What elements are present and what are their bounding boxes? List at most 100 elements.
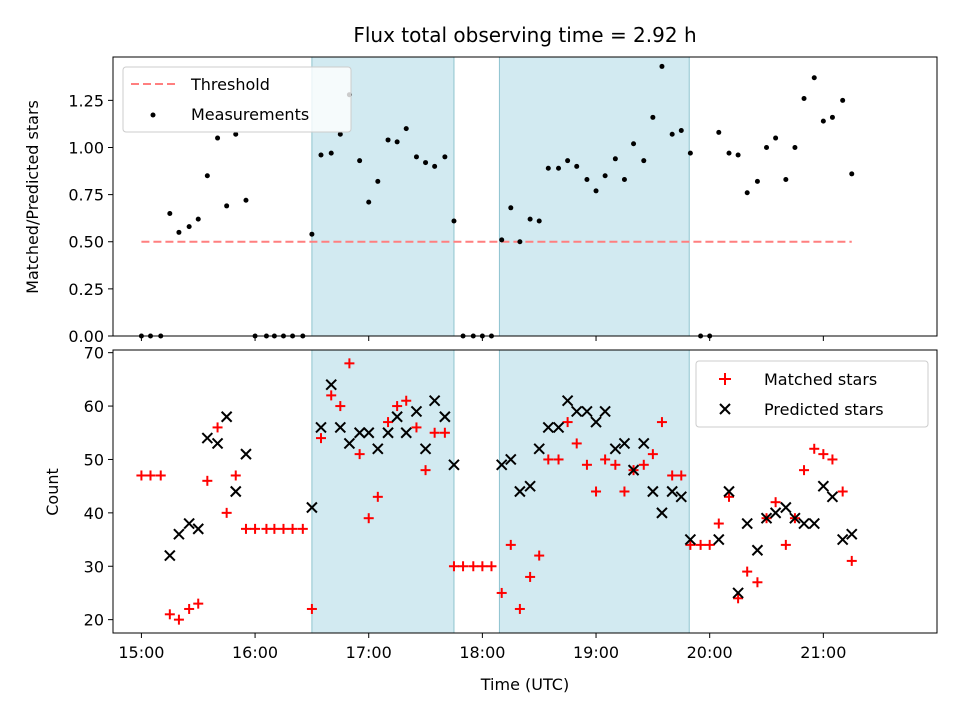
measurement-point (195, 216, 201, 222)
measurement-point (849, 171, 855, 177)
measurement-point (309, 231, 315, 237)
bottom-series (136, 358, 858, 625)
matched-star-point (514, 603, 525, 614)
matched-star-point (571, 438, 582, 449)
matched-star-point (656, 417, 667, 428)
measurement-point (499, 237, 505, 243)
bottom-y-ticks: 20 30 40 50 60 70 (84, 344, 113, 630)
measurement-point (233, 131, 239, 137)
predicted-star-point (439, 411, 451, 423)
legend-measurements-label: Measurements (191, 105, 309, 124)
shaded-interval (311, 349, 455, 634)
predicted-star-point (656, 507, 668, 519)
y-tick-label: 1.00 (68, 138, 104, 157)
x-axis-label: Time (UTC) (480, 675, 569, 694)
predicted-star-point (780, 501, 792, 514)
top-axes-frame (112, 56, 938, 337)
predicted-star-point (836, 533, 849, 546)
legend-threshold-label: Threshold (190, 75, 270, 94)
y-tick-label: 0.25 (68, 280, 104, 299)
bottom-axes-frame (112, 349, 938, 634)
y-tick-label: 60 (84, 397, 104, 416)
predicted-star-point (666, 485, 678, 498)
matched-star-point (685, 539, 696, 550)
x-tick-label: 17:00 (346, 643, 392, 662)
matched-star-point (809, 443, 820, 454)
matched-star-point (392, 401, 403, 412)
predicted-star-point (599, 405, 611, 418)
measurement-point (215, 135, 221, 141)
matched-star-point (724, 491, 735, 502)
y-tick-label: 0.50 (68, 233, 104, 252)
measurement-point (413, 154, 419, 160)
predicted-star-point (684, 533, 697, 546)
predicted-star-point (183, 517, 195, 530)
predicted-star-point (382, 427, 394, 439)
matched-star-point (420, 465, 431, 476)
measurement-point (612, 156, 618, 162)
matched-star-point (846, 555, 857, 566)
measurement-point (385, 137, 391, 143)
matched-star-point (525, 571, 536, 582)
matched-star-point (458, 561, 469, 572)
matched-star-point (297, 523, 308, 534)
matched-star-point (335, 401, 346, 412)
measurement-point (565, 158, 571, 164)
matched-star-point (543, 454, 554, 465)
measurement-point (621, 177, 627, 183)
x-tick-label: 20:00 (687, 643, 733, 662)
matched-star-point (486, 561, 497, 572)
measurement-point (801, 95, 807, 101)
measurement-point (764, 144, 770, 150)
matched-star-point (704, 539, 715, 550)
x-tick-label: 21:00 (800, 643, 846, 662)
measurement-point (186, 224, 192, 230)
matched-star-point (155, 470, 166, 481)
measurement-point (545, 165, 551, 171)
matched-star-point (315, 433, 326, 444)
measurement-point (773, 135, 779, 141)
predicted-star-point (638, 437, 650, 450)
matched-star-point (372, 491, 383, 502)
matched-star-point (827, 454, 838, 465)
matched-star-point (383, 417, 394, 428)
legend-matched-label: Matched stars (764, 370, 877, 389)
measurement-point (716, 129, 722, 135)
predicted-star-point (391, 411, 403, 423)
predicted-star-point (627, 464, 640, 476)
predicted-star-point (325, 379, 337, 391)
measurement-point (574, 163, 580, 169)
predicted-star-point (552, 421, 565, 434)
predicted-star-point (751, 544, 764, 556)
matched-star-point (306, 603, 317, 614)
predicted-star-point (798, 517, 810, 530)
predicted-star-point (505, 453, 517, 466)
matched-star-point (799, 465, 810, 476)
measurement-point (687, 150, 693, 156)
predicted-star-point (618, 437, 631, 450)
predicted-star-point (713, 533, 725, 546)
matched-star-point (401, 395, 412, 406)
matched-star-point (269, 523, 280, 534)
matched-star-point (287, 523, 298, 534)
matched-star-point (647, 449, 658, 460)
matched-star-point (818, 449, 829, 460)
measurement-point (631, 141, 637, 147)
matched-star-point (733, 593, 744, 604)
matched-star-point (173, 614, 184, 625)
matched-star-point (468, 561, 479, 572)
matched-star-point (638, 459, 649, 470)
top-y-ticks: 0.00 0.25 0.50 0.75 1.00 1.25 (68, 91, 113, 346)
y-tick-label: 50 (84, 450, 104, 469)
measurement-point (811, 75, 817, 81)
predicted-star-point (230, 485, 242, 498)
matched-star-point (164, 609, 175, 620)
predicted-star-point (201, 432, 214, 444)
measurement-point (451, 218, 457, 224)
x-tick-label: 19:00 (573, 643, 619, 662)
matched-star-point (837, 486, 848, 497)
predicted-star-point (609, 443, 622, 455)
legend-predicted-swatch (719, 403, 731, 415)
predicted-star-point (343, 437, 356, 450)
matched-star-point (562, 417, 573, 428)
